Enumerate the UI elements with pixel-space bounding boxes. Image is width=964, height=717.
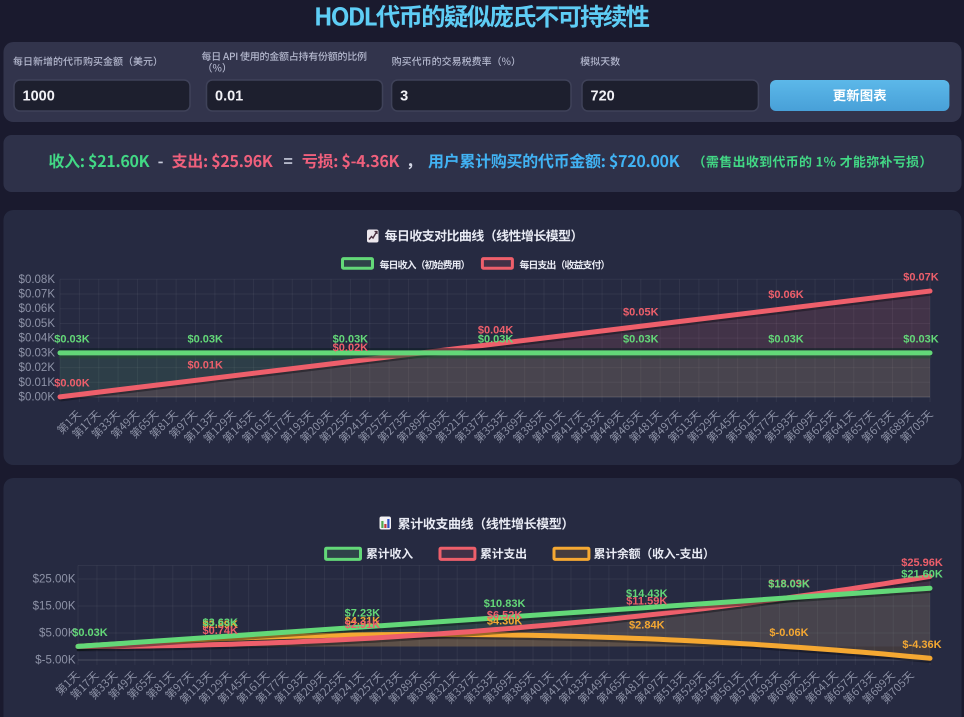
- svg-text:$0.03K: $0.03K: [478, 333, 514, 345]
- svg-text:$25.96K: $25.96K: [901, 557, 943, 569]
- svg-text:0.01: 0.01: [215, 89, 243, 105]
- svg-text:$6.52K: $6.52K: [487, 609, 523, 621]
- svg-text:$0.07K: $0.07K: [19, 289, 56, 301]
- svg-text:$-4.36K: $-4.36K: [902, 639, 941, 651]
- svg-text:$0.02K: $0.02K: [333, 342, 369, 354]
- svg-text:$5.00K: $5.00K: [39, 628, 76, 640]
- svg-text:$0.08K: $0.08K: [19, 274, 56, 286]
- svg-text:$0.74K: $0.74K: [202, 625, 238, 637]
- svg-text:$0.03K: $0.03K: [903, 333, 939, 345]
- svg-text:$14.43K: $14.43K: [626, 588, 668, 600]
- svg-text:$0.01K: $0.01K: [187, 360, 223, 372]
- svg-text:$18.03K: $18.03K: [768, 578, 810, 590]
- svg-text:$0.03K: $0.03K: [623, 333, 659, 345]
- svg-text:$2.91K: $2.91K: [345, 619, 381, 631]
- svg-text:$3.63K: $3.63K: [202, 617, 238, 629]
- svg-text:$4.31K: $4.31K: [345, 615, 381, 627]
- svg-text:$-0.06K: $-0.06K: [769, 627, 808, 639]
- svg-text:$0.03K: $0.03K: [768, 333, 804, 345]
- svg-text:$4.30K: $4.30K: [487, 615, 523, 627]
- svg-text:$2.84K: $2.84K: [629, 619, 665, 631]
- svg-text:$0.03K: $0.03K: [333, 333, 369, 345]
- svg-text:$0.03K: $0.03K: [72, 627, 108, 639]
- svg-text:$10.83K: $10.83K: [484, 598, 526, 610]
- svg-text:$21.60K: $21.60K: [901, 569, 943, 581]
- svg-text:$0.04K: $0.04K: [19, 333, 56, 345]
- svg-text:$0.07K: $0.07K: [903, 272, 939, 284]
- svg-text:$0.06K: $0.06K: [19, 303, 56, 315]
- svg-text:$0.03K: $0.03K: [187, 333, 223, 345]
- svg-text:$15.00K: $15.00K: [33, 601, 76, 613]
- svg-text:$0.03K: $0.03K: [54, 333, 90, 345]
- svg-text:$0.04K: $0.04K: [478, 324, 514, 336]
- svg-text:$0.01K: $0.01K: [19, 377, 56, 389]
- svg-text:$-5.00K: $-5.00K: [35, 655, 76, 667]
- svg-text:$0.05K: $0.05K: [19, 318, 56, 330]
- svg-text:$0.00K: $0.00K: [19, 392, 56, 404]
- svg-text:$25.00K: $25.00K: [33, 574, 76, 586]
- svg-text:$0.06K: $0.06K: [768, 289, 804, 301]
- svg-text:$7.23K: $7.23K: [345, 608, 381, 620]
- svg-text:$0.02K: $0.02K: [19, 362, 56, 374]
- svg-text:$2.89K: $2.89K: [202, 619, 238, 631]
- svg-text:$18.09K: $18.09K: [768, 578, 810, 590]
- svg-text:$0.05K: $0.05K: [623, 307, 659, 319]
- svg-text:$0.00K: $0.00K: [54, 377, 90, 389]
- svg-text:1000: 1000: [23, 89, 55, 105]
- svg-text:$11.59K: $11.59K: [626, 596, 667, 608]
- svg-text:720: 720: [591, 89, 615, 105]
- svg-text:$0.03K: $0.03K: [19, 347, 56, 359]
- svg-text:3: 3: [400, 89, 408, 105]
